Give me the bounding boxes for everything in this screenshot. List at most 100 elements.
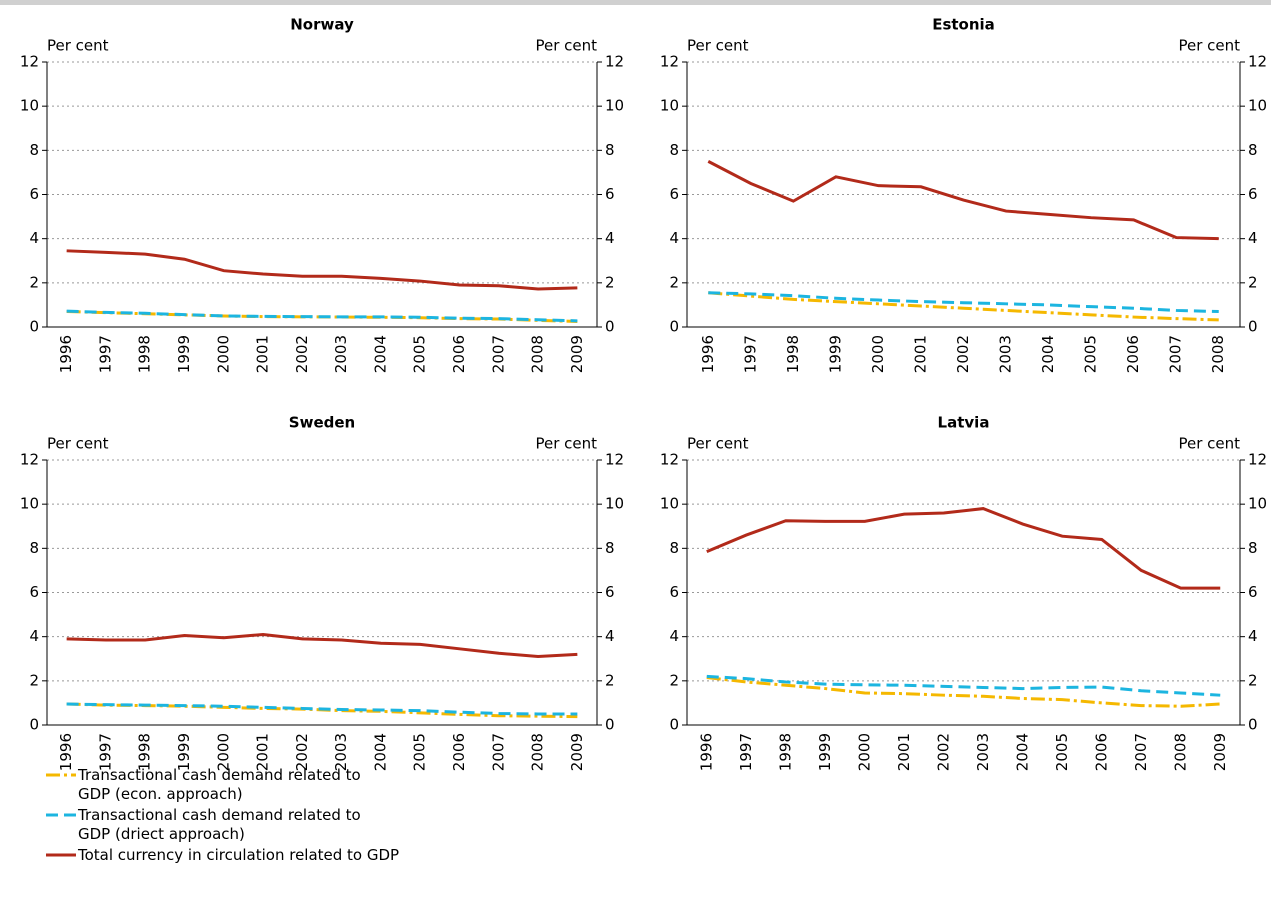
- y-tick-label: 10: [660, 97, 679, 115]
- y-tick-label: 2: [669, 273, 679, 291]
- y-tick-label: 4: [669, 229, 679, 247]
- series-line: [708, 291, 1219, 322]
- legend-label: Total currency in circulation related to…: [78, 846, 400, 864]
- x-tick-label: 2000: [214, 335, 232, 373]
- y-tick-label: 12: [20, 53, 39, 71]
- y-tick-label: 6: [29, 583, 39, 601]
- legend-item: Transactional cash demand related to GDP…: [44, 766, 399, 804]
- series-line: [707, 160, 1219, 241]
- x-tick-label: 2006: [450, 733, 468, 771]
- y-tick-label: 6: [29, 185, 39, 203]
- y-tick-label: 10: [20, 97, 39, 115]
- y2-tick-label: 0: [1248, 318, 1258, 336]
- chart-title: Sweden: [289, 414, 355, 432]
- y2-tick-label: 10: [605, 495, 624, 513]
- x-tick-label: 2004: [1039, 335, 1057, 373]
- x-tick-label: 2005: [1053, 733, 1071, 771]
- x-tick-label: 2001: [254, 733, 272, 771]
- x-tick-label: 1996: [699, 335, 717, 373]
- x-tick-label: 2007: [1167, 335, 1185, 373]
- y2-tick-label: 8: [605, 141, 615, 159]
- y2-tick-label: 10: [1248, 97, 1267, 115]
- top-bar: [0, 0, 1271, 5]
- y2-tick-label: 6: [1248, 583, 1258, 601]
- y2-tick-label: 8: [1248, 539, 1258, 557]
- series-line: [708, 291, 1219, 314]
- y-tick-label: 10: [20, 495, 39, 513]
- x-tick-label: 1998: [776, 733, 794, 771]
- y2-tick-label: 4: [605, 627, 615, 645]
- x-tick-label: 2003: [332, 335, 350, 373]
- x-tick-label: 2002: [293, 335, 311, 373]
- y-axis-label: Per cent: [47, 37, 109, 55]
- x-tick-label: 2004: [371, 733, 389, 771]
- series-line: [706, 507, 1221, 590]
- y-axis-label: Per cent: [687, 435, 749, 453]
- x-tick-label: 2001: [254, 335, 272, 373]
- x-tick-label: 2000: [855, 733, 873, 771]
- y2-tick-label: 6: [605, 185, 615, 203]
- y2-tick-label: 2: [1248, 671, 1258, 689]
- y2-tick-label: 12: [605, 53, 624, 71]
- y2-tick-label: 0: [605, 716, 615, 734]
- y2-axis-label: Per cent: [535, 435, 597, 453]
- series-line: [706, 674, 1221, 697]
- x-tick-label: 2007: [489, 335, 507, 373]
- x-tick-label: 2006: [1124, 335, 1142, 373]
- x-tick-label: 2001: [895, 733, 913, 771]
- series-line: [706, 676, 1221, 708]
- y-tick-label: 8: [669, 141, 679, 159]
- x-tick-label: 2000: [869, 335, 887, 373]
- legend-swatch: [46, 853, 76, 857]
- y2-tick-label: 10: [605, 97, 624, 115]
- y2-tick-label: 10: [1248, 495, 1267, 513]
- y-axis-label: Per cent: [47, 435, 109, 453]
- y-tick-label: 12: [660, 451, 679, 469]
- y-tick-label: 0: [29, 716, 39, 734]
- series-line: [66, 702, 578, 716]
- y2-tick-label: 4: [605, 229, 615, 247]
- y2-tick-label: 0: [605, 318, 615, 336]
- x-tick-label: 2002: [293, 733, 311, 771]
- x-tick-label: 1996: [697, 733, 715, 771]
- y-tick-label: 0: [29, 318, 39, 336]
- x-tick-label: 1998: [136, 733, 154, 771]
- x-tick-label: 1996: [57, 733, 75, 771]
- chart-title: Estonia: [932, 16, 995, 34]
- x-tick-label: 1997: [737, 733, 755, 771]
- legend-swatch: [46, 773, 76, 777]
- y-tick-label: 6: [669, 583, 679, 601]
- y2-tick-label: 2: [605, 671, 615, 689]
- y-tick-label: 4: [669, 627, 679, 645]
- chart-title: Norway: [290, 16, 354, 34]
- series-line: [66, 249, 578, 291]
- x-tick-label: 2004: [371, 335, 389, 373]
- x-tick-label: 2003: [997, 335, 1015, 373]
- x-tick-label: 2006: [1092, 733, 1110, 771]
- y2-axis-label: Per cent: [1178, 435, 1240, 453]
- x-tick-label: 2007: [1132, 733, 1150, 771]
- x-tick-label: 1997: [741, 335, 759, 373]
- x-tick-label: 1998: [136, 335, 154, 373]
- x-tick-label: 1999: [826, 335, 844, 373]
- x-tick-label: 2008: [529, 335, 547, 373]
- y2-tick-label: 4: [1248, 627, 1258, 645]
- x-tick-label: 2008: [1209, 335, 1227, 373]
- y-tick-label: 0: [669, 716, 679, 734]
- y-tick-label: 8: [29, 539, 39, 557]
- y-tick-label: 6: [669, 185, 679, 203]
- y-axis-label: Per cent: [687, 37, 749, 55]
- y-tick-label: 4: [29, 229, 39, 247]
- y-tick-label: 2: [29, 671, 39, 689]
- x-tick-label: 1999: [175, 733, 193, 771]
- y-tick-label: 2: [29, 273, 39, 291]
- x-tick-label: 2009: [1211, 733, 1229, 771]
- x-tick-label: 2007: [489, 733, 507, 771]
- y2-tick-label: 2: [1248, 273, 1258, 291]
- legend-label: Transactional cash demand related to GDP…: [78, 766, 361, 803]
- y2-axis-label: Per cent: [1178, 37, 1240, 55]
- x-tick-label: 2002: [954, 335, 972, 373]
- y2-tick-label: 6: [1248, 185, 1258, 203]
